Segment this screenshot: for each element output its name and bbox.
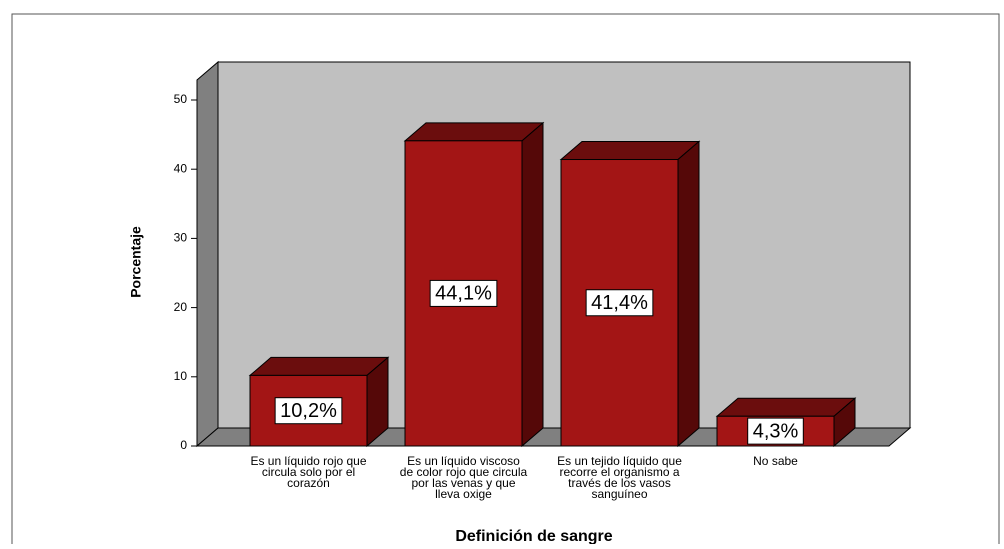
x-tick-label: Es un líquido rojo que circula solo por e…	[250, 454, 366, 490]
value-label-box	[274, 397, 343, 425]
x-tick-line: de color rojo que circula	[400, 465, 528, 479]
x-tick-line: corazón	[287, 476, 330, 490]
bar	[403, 121, 545, 448]
x-tick-line: circula solo por el	[262, 465, 355, 479]
y-tick-label: 0	[180, 438, 187, 452]
x-tick-label: No sabe	[753, 454, 798, 468]
bar-top	[715, 397, 857, 417]
side-wall	[196, 60, 219, 448]
value-label: 4,3%	[753, 420, 799, 442]
x-tick-line: Es un tejido líquido que	[557, 454, 682, 468]
x-tick-line: Es un líquido viscoso	[407, 454, 520, 468]
x-tick-label: Es un líquido viscoso de color rojo que c…	[400, 454, 528, 501]
y-tick-label: 20	[174, 300, 188, 314]
x-tick-line: lleva oxige	[435, 487, 492, 501]
value-label-box	[585, 289, 654, 317]
value-label: 10,2%	[280, 400, 337, 422]
x-tick-label: Es un tejido líquido que recorre el organ…	[557, 454, 682, 501]
x-tick-line: sanguíneo	[591, 487, 647, 501]
value-label: 44,1%	[435, 283, 492, 305]
y-tick-label: 30	[174, 231, 188, 245]
y-tick-label: 50	[174, 92, 188, 106]
value-label-box	[747, 417, 804, 445]
x-tick-line: No sabe	[753, 454, 798, 468]
x-tick-line: Es un líquido rojo que	[250, 454, 366, 468]
y-tick-label: 10	[174, 369, 188, 383]
bar-side	[677, 140, 700, 448]
bar-side	[521, 121, 544, 448]
y-axis-label: Porcentaje	[128, 226, 144, 298]
x-tick-line: por las venas y que	[411, 476, 515, 490]
bar-top	[248, 356, 390, 376]
bar-top	[559, 141, 701, 161]
value-label-box	[429, 279, 498, 307]
bar-top	[403, 122, 545, 142]
y-tick-label: 40	[174, 161, 188, 175]
value-label: 41,4%	[591, 292, 648, 314]
x-axis-label: Definición de sangre	[455, 528, 612, 544]
x-tick-line: través de los vasos	[568, 476, 671, 490]
x-tick-line: recorre el organismo a	[559, 465, 679, 479]
